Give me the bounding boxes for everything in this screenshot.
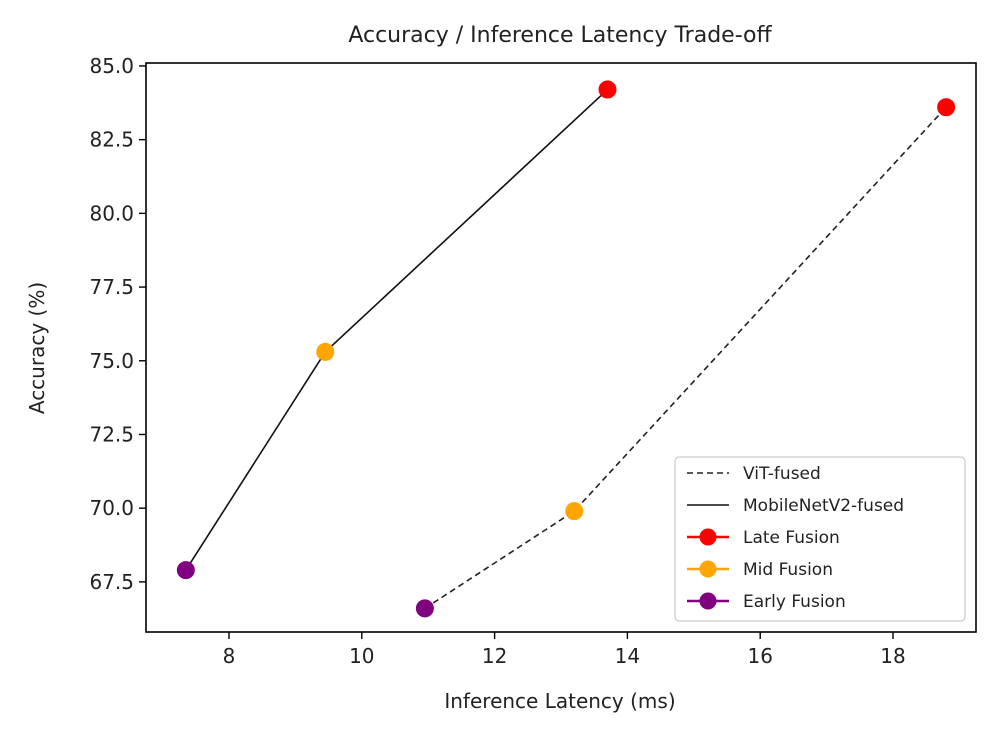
data-point-early-fusion [176,561,195,580]
legend-box [674,456,966,622]
data-point-mid-fusion [316,342,335,361]
y-tick-label: 82.5 [89,128,134,152]
x-tick-label: 14 [615,644,640,668]
y-axis-title: Accuracy (%) [25,282,49,414]
axes-layer: 8 10 12 14 16 18 67.5 70.0 72.5 75.0 77.5 80.0 82.5 8… [89,54,905,668]
x-tick-label: 12 [482,644,507,668]
y-tick-label: 77.5 [89,275,134,299]
legend-swatch-marker-mid-fusion [699,560,717,578]
legend-label-late-fusion: Late Fusion [743,528,840,548]
y-tick-label: 85.0 [89,54,134,78]
x-tick-label: 18 [880,644,905,668]
x-tick-label: 16 [747,644,772,668]
legend: ViT-fused MobileNetV2-fused Late Fusion Mid… [674,456,966,622]
y-tick-label: 80.0 [89,201,134,225]
legend-label-vit-fused: ViT-fused [743,464,821,484]
x-axis-title: Inference Latency (ms) [444,689,675,713]
legend-label-mobilenetv2-fused: MobileNetV2-fused [743,496,904,516]
y-tick-label: 67.5 [89,570,134,594]
data-point-early-fusion [415,599,434,618]
data-point-mid-fusion [565,502,584,521]
plot-frame [145,62,977,633]
chart-title: Accuracy / Inference Latency Trade-off [348,23,772,48]
series-line-vit-fused [424,106,947,610]
x-tick-label: 10 [349,644,374,668]
series-line-mobilenetv2-fused [185,88,609,571]
x-tick-label: 8 [223,644,236,668]
legend-swatch-marker-late-fusion [699,528,717,546]
data-point-late-fusion [937,98,956,117]
data-point-late-fusion [598,80,617,99]
legend-label-mid-fusion: Mid Fusion [743,560,833,580]
legend-label-early-fusion: Early Fusion [743,592,846,612]
y-tick-label: 70.0 [89,496,134,520]
plot-layer [176,80,956,618]
y-tick-label: 72.5 [89,422,134,446]
legend-swatch-marker-early-fusion [699,592,717,610]
y-tick-label: 75.0 [89,349,134,373]
